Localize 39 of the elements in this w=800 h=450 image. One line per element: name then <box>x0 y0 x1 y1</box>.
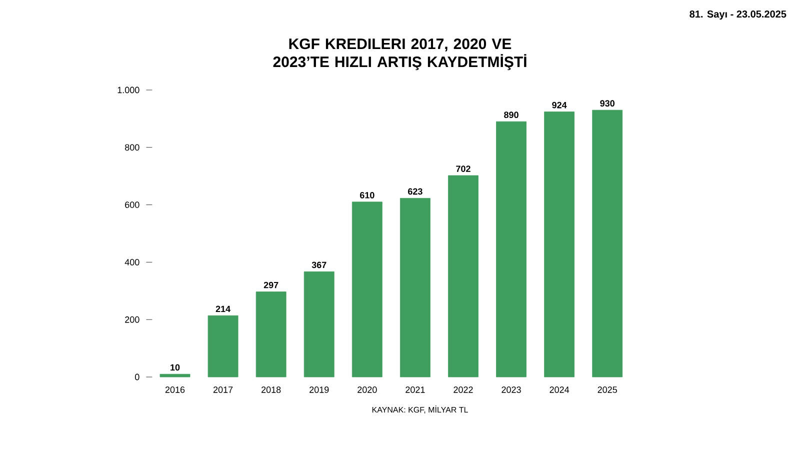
x-tick-label: 2025 <box>598 386 617 393</box>
data-label: 214 <box>216 306 230 312</box>
data-label: 297 <box>264 282 278 288</box>
y-tick-label: 600 <box>125 202 140 208</box>
x-tick-label: 2021 <box>406 386 425 393</box>
y-tick-label: 0 <box>134 374 140 380</box>
bar <box>496 121 526 378</box>
data-label: 610 <box>360 192 374 198</box>
text: 81. Sayı - 23.05.2025 <box>690 10 786 20</box>
y-tick-label: 200 <box>125 316 140 323</box>
data-label: 623 <box>408 188 422 195</box>
bar <box>256 292 286 378</box>
y-tick-label: 1.000 <box>118 86 140 94</box>
x-tick-label: 2024 <box>550 386 570 393</box>
y-tick-label: 800 <box>125 144 140 151</box>
x-tick-label: 2022 <box>454 386 473 393</box>
data-label: 10 <box>170 364 180 371</box>
bar <box>544 112 575 378</box>
y-tick-label: 400 <box>124 259 140 266</box>
bar <box>448 175 478 378</box>
bar <box>160 374 190 378</box>
x-tick-label: 2019 <box>310 386 329 393</box>
bar <box>592 110 623 378</box>
x-tick-label: 2020 <box>358 386 377 393</box>
bar <box>400 198 430 378</box>
data-label: 890 <box>504 112 518 118</box>
chart-title: KGF KREDILERI 2017, 2020 VE 2023’TE HIZLI ARTIŞ KAYDETMİŞTİ <box>273 38 526 70</box>
data-label: 924 <box>552 102 567 108</box>
x-tick-label: 2018 <box>262 386 281 393</box>
data-label: 702 <box>456 166 470 172</box>
data-label: 367 <box>312 262 326 268</box>
x-tick-label: 2023 <box>502 386 521 393</box>
bar <box>208 315 238 378</box>
x-tick-label: 2017 <box>213 386 233 393</box>
text: KAYNAK: KGF, MİLYAR TL <box>372 406 468 414</box>
data-label: 930 <box>600 100 615 107</box>
x-tick-label: 2016 <box>165 386 185 393</box>
bar <box>304 271 334 378</box>
bar <box>352 202 382 378</box>
